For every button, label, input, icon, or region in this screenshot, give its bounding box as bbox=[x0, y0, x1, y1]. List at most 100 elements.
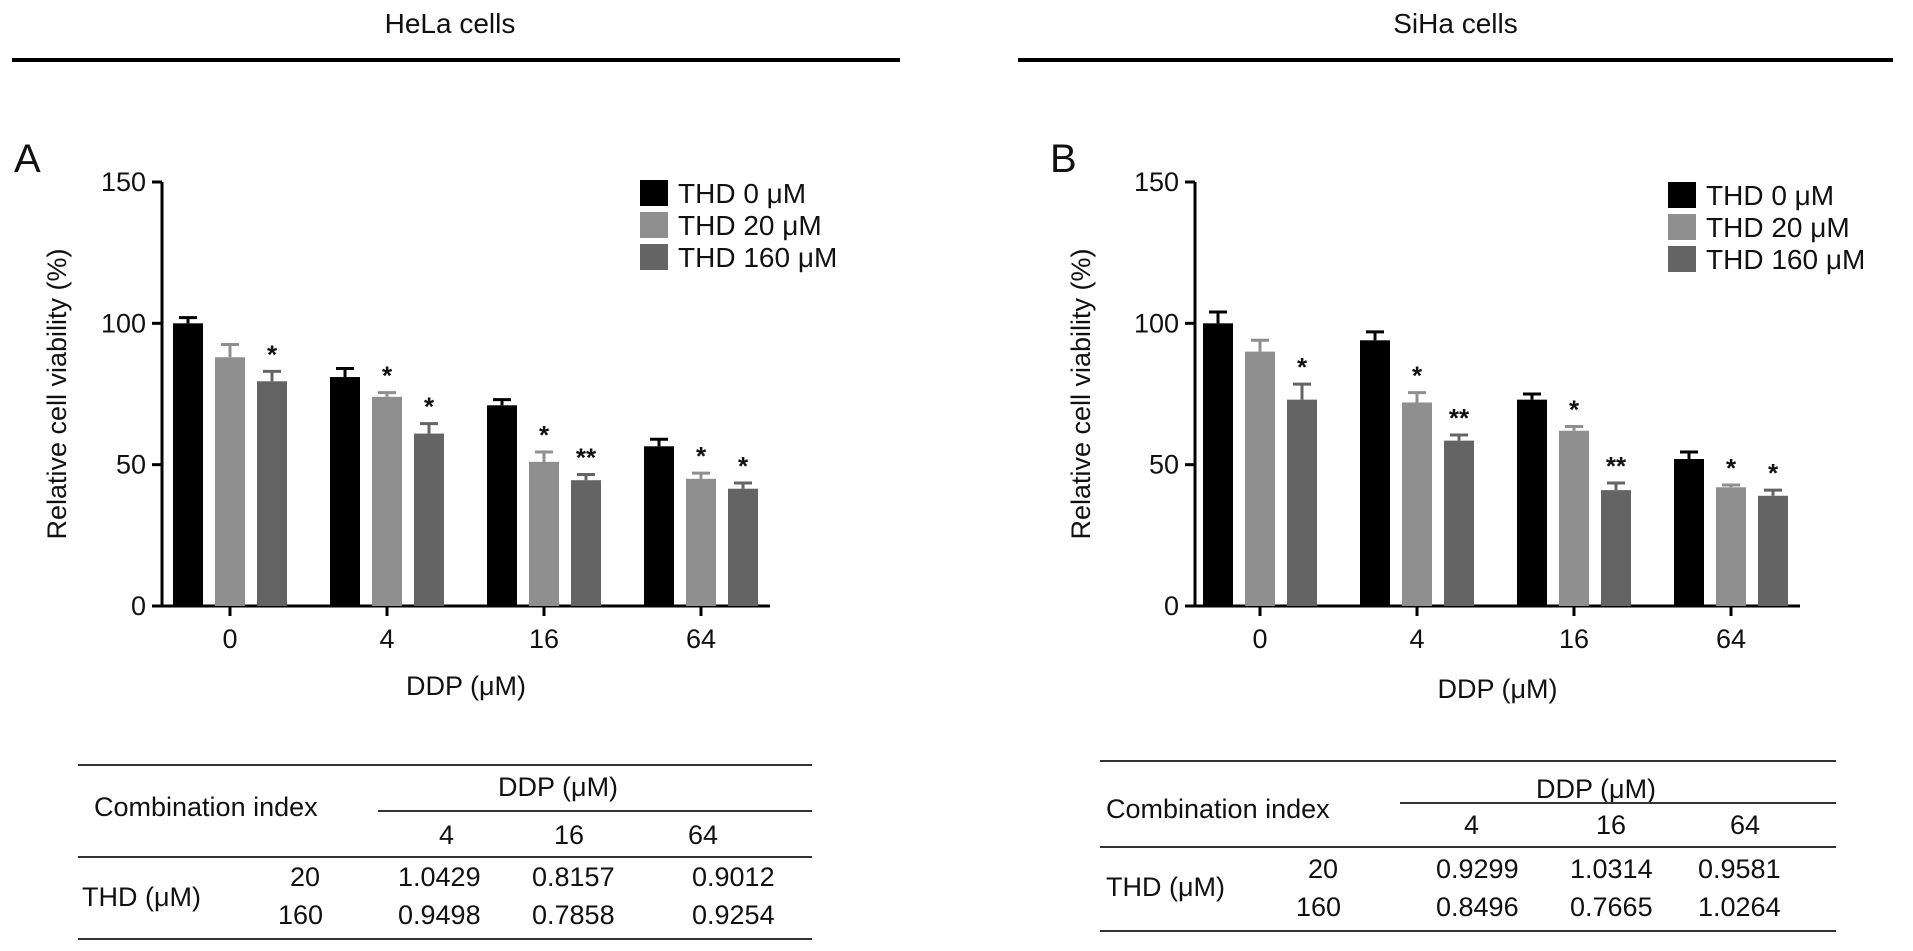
ci-table-siha: Combination index DDP (μM) 4 16 64 THD (… bbox=[1100, 760, 1836, 940]
table-col-64: 64 bbox=[1730, 810, 1761, 840]
x-tick-label: 4 bbox=[1409, 624, 1424, 654]
header-rule-hela bbox=[12, 58, 900, 62]
significance-label: * bbox=[1768, 458, 1779, 488]
bar bbox=[372, 396, 402, 606]
table-cell: 0.8496 bbox=[1436, 892, 1519, 922]
significance-label: ** bbox=[1449, 403, 1470, 433]
table-rule-group bbox=[1400, 802, 1836, 804]
table-rule-group bbox=[378, 810, 812, 812]
table-rule-bottom bbox=[78, 938, 812, 940]
table-cell: 0.7858 bbox=[532, 900, 615, 930]
table-row-label: 160 bbox=[1296, 892, 1342, 922]
header-rule-siha bbox=[1018, 58, 1893, 62]
table-cell: 1.0314 bbox=[1570, 854, 1653, 884]
x-axis-label: DDP (μM) bbox=[1437, 674, 1557, 704]
table-row-label: 20 bbox=[1308, 854, 1339, 884]
y-axis-label: Relative cell viability (%) bbox=[42, 248, 72, 539]
bar bbox=[1245, 351, 1275, 606]
bar bbox=[529, 461, 559, 606]
significance-label: * bbox=[1569, 395, 1580, 425]
y-tick-label: 50 bbox=[116, 450, 146, 480]
legend-swatch bbox=[640, 244, 668, 270]
significance-label: ** bbox=[1606, 451, 1627, 481]
legend-label: THD 0 μM bbox=[678, 178, 806, 209]
y-tick-label: 0 bbox=[1164, 591, 1179, 621]
table-col-4: 4 bbox=[439, 820, 455, 850]
significance-label: * bbox=[696, 441, 707, 471]
y-tick-label: 150 bbox=[1134, 167, 1179, 197]
table-rule-mid bbox=[78, 856, 812, 858]
bar bbox=[1674, 459, 1704, 606]
table-col-64: 64 bbox=[688, 820, 719, 850]
table-col-4: 4 bbox=[1464, 810, 1480, 840]
legend-label: THD 0 μM bbox=[1706, 180, 1834, 211]
table-title: Combination index bbox=[1106, 794, 1330, 824]
bar bbox=[1517, 399, 1547, 606]
table-row-label: 20 bbox=[290, 862, 321, 892]
bar bbox=[257, 381, 287, 606]
significance-label: * bbox=[1726, 453, 1737, 483]
legend-swatch bbox=[1668, 246, 1696, 272]
y-axis-label: Relative cell viability (%) bbox=[1066, 248, 1096, 539]
bar bbox=[1758, 495, 1788, 606]
bar bbox=[1559, 430, 1589, 606]
bar bbox=[1402, 402, 1432, 606]
x-tick-label: 0 bbox=[1252, 624, 1267, 654]
table-cell: 1.0429 bbox=[398, 862, 481, 892]
bar bbox=[414, 433, 444, 606]
legend-label: THD 160 μM bbox=[1706, 244, 1865, 275]
bar bbox=[571, 480, 601, 606]
table-cell: 0.9498 bbox=[398, 900, 481, 930]
legend-swatch bbox=[640, 180, 668, 206]
bar bbox=[686, 478, 716, 606]
table-rule-bottom bbox=[1100, 930, 1836, 932]
legend-label: THD 160 μM bbox=[678, 242, 837, 273]
bar bbox=[1601, 490, 1631, 606]
table-row-group: THD (μM) bbox=[82, 882, 202, 912]
legend-label: THD 20 μM bbox=[1706, 212, 1850, 243]
legend-swatch bbox=[640, 212, 668, 238]
table-cell: 1.0264 bbox=[1698, 892, 1781, 922]
y-tick-label: 100 bbox=[101, 308, 146, 338]
table-col-16: 16 bbox=[1596, 810, 1627, 840]
y-tick-label: 150 bbox=[101, 167, 146, 197]
y-tick-label: 50 bbox=[1149, 450, 1179, 480]
bar bbox=[644, 446, 674, 606]
table-cell: 0.9012 bbox=[692, 862, 775, 892]
table-cell: 0.9254 bbox=[692, 900, 775, 930]
header-hela: HeLa cells bbox=[384, 8, 516, 39]
bar bbox=[1203, 323, 1233, 606]
bar bbox=[1360, 340, 1390, 606]
panel-letter: A bbox=[14, 137, 41, 181]
x-tick-label: 16 bbox=[529, 624, 559, 654]
y-tick-label: 100 bbox=[1134, 308, 1179, 338]
bar bbox=[728, 488, 758, 606]
legend-swatch bbox=[1668, 214, 1696, 240]
significance-label: * bbox=[1297, 352, 1308, 382]
significance-label: * bbox=[382, 361, 393, 391]
table-title: Combination index bbox=[94, 792, 318, 822]
bar bbox=[1716, 487, 1746, 606]
y-tick-label: 0 bbox=[131, 591, 146, 621]
table-col-group: DDP (μM) bbox=[1536, 774, 1657, 804]
x-axis-label: DDP (μM) bbox=[406, 671, 526, 701]
table-cell: 0.9299 bbox=[1436, 854, 1519, 884]
significance-label: * bbox=[424, 392, 435, 422]
bar bbox=[173, 323, 203, 606]
x-tick-label: 4 bbox=[379, 624, 394, 654]
table-rule-top bbox=[1100, 760, 1836, 762]
legend-swatch bbox=[1668, 182, 1696, 208]
x-tick-label: 0 bbox=[222, 624, 237, 654]
header-siha: SiHa cells bbox=[1393, 8, 1518, 39]
table-cell: 0.9581 bbox=[1698, 854, 1781, 884]
significance-label: * bbox=[539, 420, 550, 450]
bar bbox=[1287, 399, 1317, 606]
bar bbox=[215, 357, 245, 606]
table-col-16: 16 bbox=[554, 820, 585, 850]
significance-label: * bbox=[738, 451, 749, 481]
significance-label: * bbox=[1412, 361, 1423, 391]
x-tick-label: 16 bbox=[1559, 624, 1589, 654]
ci-table-hela: Combination index DDP (μM) 4 16 64 THD (… bbox=[78, 764, 812, 940]
table-row-group: THD (μM) bbox=[1106, 872, 1226, 902]
